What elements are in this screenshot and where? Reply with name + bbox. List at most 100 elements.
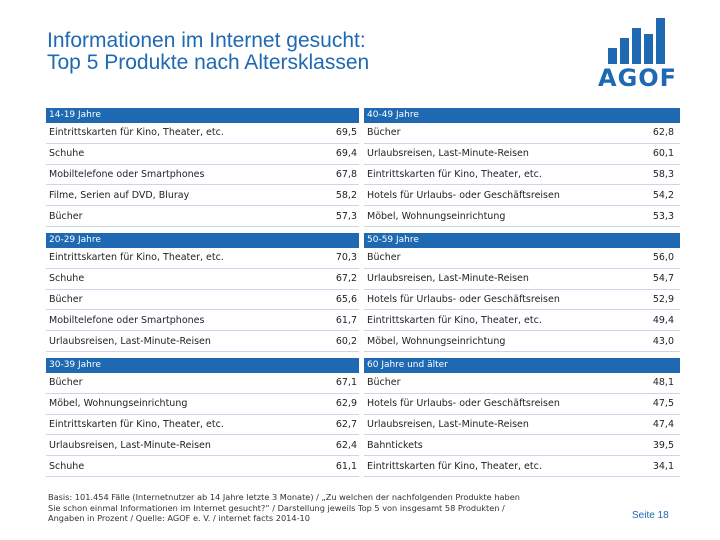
percent-value: 62,8 xyxy=(652,127,674,139)
product-label: Bücher xyxy=(367,127,401,139)
table-row: Hotels für Urlaubs- oder Geschäftsreisen… xyxy=(364,290,680,311)
age-group-header: 30-39 Jahre xyxy=(46,358,359,373)
age-group: 40-49 Jahre Bücher 62,8 Urlaubsreisen, Last… xyxy=(364,108,680,233)
percent-value: 53,3 xyxy=(652,210,674,222)
product-label: Bücher xyxy=(49,210,83,222)
logo-bars-icon xyxy=(598,16,676,64)
product-label: Schuhe xyxy=(49,148,85,160)
right-column: 40-49 Jahre Bücher 62,8 Urlaubsreisen, Last… xyxy=(364,108,680,483)
percent-value: 58,3 xyxy=(652,168,674,180)
table-row: Mobiltelefone oder Smartphones 67,8 xyxy=(46,165,359,186)
percent-value: 54,7 xyxy=(652,273,674,285)
percent-value: 57,3 xyxy=(335,210,357,222)
product-label: Urlaubsreisen, Last-Minute-Reisen xyxy=(367,148,529,160)
percent-value: 58,2 xyxy=(335,189,357,201)
table-row: Bücher 48,1 xyxy=(364,373,680,394)
logo-bar xyxy=(620,38,629,64)
table-row: Eintrittskarten für Kino, Theater, etc. 7… xyxy=(46,248,359,269)
percent-value: 34,1 xyxy=(652,460,674,472)
product-label: Urlaubsreisen, Last-Minute-Reisen xyxy=(367,273,529,285)
product-label: Urlaubsreisen, Last-Minute-Reisen xyxy=(367,418,529,430)
percent-value: 60,2 xyxy=(335,335,357,347)
product-label: Urlaubsreisen, Last-Minute-Reisen xyxy=(49,335,211,347)
page-number: Seite 18 xyxy=(632,510,669,521)
source-note-line-3: Angaben in Prozent / Quelle: AGOF e. V. … xyxy=(48,513,310,523)
table-row: Eintrittskarten für Kino, Theater, etc. 5… xyxy=(364,165,680,186)
product-label: Bücher xyxy=(49,293,83,305)
percent-value: 70,3 xyxy=(335,252,357,264)
logo-bar xyxy=(608,48,617,64)
table-row: Urlaubsreisen, Last-Minute-Reisen 47,4 xyxy=(364,415,680,436)
product-label: Möbel, Wohnungseinrichtung xyxy=(367,335,506,347)
page-title: Informationen im Internet gesucht: Top 5… xyxy=(47,30,567,74)
product-label: Mobiltelefone oder Smartphones xyxy=(49,168,205,180)
table-row: Möbel, Wohnungseinrichtung 53,3 xyxy=(364,206,680,227)
product-label: Eintrittskarten für Kino, Theater, etc. xyxy=(49,418,224,430)
table-row: Urlaubsreisen, Last-Minute-Reisen 62,4 xyxy=(46,435,359,457)
age-group-header: 50-59 Jahre xyxy=(364,233,680,248)
percent-value: 56,0 xyxy=(652,252,674,264)
table-row: Eintrittskarten für Kino, Theater, etc. 3… xyxy=(364,456,680,477)
logo-bar xyxy=(632,28,641,64)
table-row: Bücher 56,0 xyxy=(364,248,680,269)
left-column: 14-19 Jahre Eintrittskarten für Kino, The… xyxy=(46,108,359,483)
product-label: Eintrittskarten für Kino, Theater, etc. xyxy=(367,314,542,326)
title-line-2: Top 5 Produkte nach Altersklassen xyxy=(47,51,370,74)
table-row: Eintrittskarten für Kino, Theater, etc. 4… xyxy=(364,310,680,332)
product-label: Eintrittskarten für Kino, Theater, etc. xyxy=(49,127,224,139)
percent-value: 49,4 xyxy=(652,314,674,326)
percent-value: 47,4 xyxy=(652,418,674,430)
percent-value: 62,7 xyxy=(335,418,357,430)
table-row: Hotels für Urlaubs- oder Geschäftsreisen… xyxy=(364,185,680,207)
table-row: Urlaubsreisen, Last-Minute-Reisen 54,7 xyxy=(364,269,680,290)
percent-value: 48,1 xyxy=(652,377,674,389)
product-label: Eintrittskarten für Kino, Theater, etc. xyxy=(367,460,542,472)
product-label: Eintrittskarten für Kino, Theater, etc. xyxy=(367,168,542,180)
table-row: Bücher 57,3 xyxy=(46,206,359,227)
percent-value: 65,6 xyxy=(335,293,357,305)
product-label: Möbel, Wohnungseinrichtung xyxy=(367,210,506,222)
product-label: Mobiltelefone oder Smartphones xyxy=(49,314,205,326)
product-label: Filme, Serien auf DVD, Bluray xyxy=(49,189,190,201)
product-label: Hotels für Urlaubs- oder Geschäftsreisen xyxy=(367,398,560,410)
product-label: Bücher xyxy=(367,252,401,264)
source-note: Basis: 101.454 Fälle (Internetnutzer ab … xyxy=(48,492,588,524)
table-row: Schuhe 67,2 xyxy=(46,269,359,290)
table-row: Urlaubsreisen, Last-Minute-Reisen 60,1 xyxy=(364,144,680,165)
age-group-header: 14-19 Jahre xyxy=(46,108,359,123)
product-label: Urlaubsreisen, Last-Minute-Reisen xyxy=(49,439,211,451)
table-row: Filme, Serien auf DVD, Bluray 58,2 xyxy=(46,185,359,207)
product-label: Schuhe xyxy=(49,460,85,472)
product-label: Bahntickets xyxy=(367,439,423,451)
product-label: Eintrittskarten für Kino, Theater, etc. xyxy=(49,252,224,264)
percent-value: 39,5 xyxy=(652,439,674,451)
product-label: Schuhe xyxy=(49,273,85,285)
table-row: Eintrittskarten für Kino, Theater, etc. 6… xyxy=(46,123,359,144)
percent-value: 62,4 xyxy=(335,439,357,451)
percent-value: 67,2 xyxy=(335,273,357,285)
source-note-line-1: Basis: 101.454 Fälle (Internetnutzer ab … xyxy=(48,492,520,502)
age-group-header: 20-29 Jahre xyxy=(46,233,359,248)
agof-logo: AGOF xyxy=(598,16,678,92)
age-group: 20-29 Jahre Eintrittskarten für Kino, The… xyxy=(46,233,359,358)
percent-value: 47,5 xyxy=(652,398,674,410)
table-row: Möbel, Wohnungseinrichtung 62,9 xyxy=(46,394,359,415)
table-row: Eintrittskarten für Kino, Theater, etc. 6… xyxy=(46,415,359,436)
percent-value: 67,8 xyxy=(335,168,357,180)
logo-bar xyxy=(656,18,665,64)
table-row: Bücher 67,1 xyxy=(46,373,359,394)
product-label: Hotels für Urlaubs- oder Geschäftsreisen xyxy=(367,189,560,201)
table-row: Hotels für Urlaubs- oder Geschäftsreisen… xyxy=(364,394,680,415)
table-row: Bücher 65,6 xyxy=(46,290,359,311)
title-line-1: Informationen im Internet gesucht: xyxy=(47,29,366,52)
logo-text: AGOF xyxy=(598,64,678,92)
percent-value: 54,2 xyxy=(652,189,674,201)
percent-value: 61,7 xyxy=(335,314,357,326)
table-row: Mobiltelefone oder Smartphones 61,7 xyxy=(46,310,359,332)
percent-value: 69,5 xyxy=(335,127,357,139)
product-label: Bücher xyxy=(49,377,83,389)
product-label: Hotels für Urlaubs- oder Geschäftsreisen xyxy=(367,293,560,305)
source-note-line-2: Sie schon einmal Informationen im Intern… xyxy=(48,502,505,513)
product-label: Möbel, Wohnungseinrichtung xyxy=(49,398,188,410)
percent-value: 52,9 xyxy=(652,293,674,305)
